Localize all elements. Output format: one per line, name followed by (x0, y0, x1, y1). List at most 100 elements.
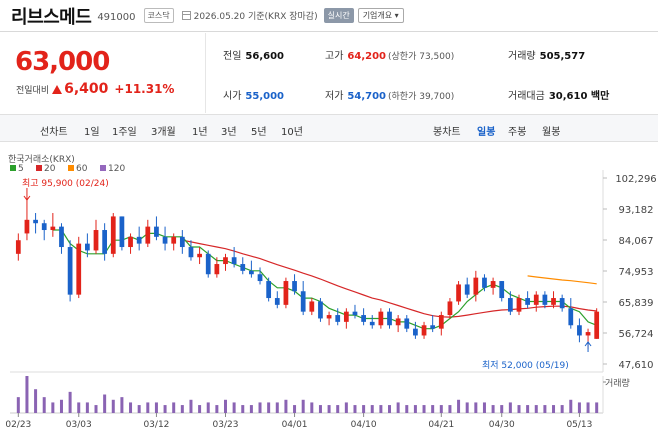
candle-body (318, 301, 323, 319)
volume-bar (189, 399, 193, 413)
candle-body (533, 294, 539, 305)
candle-body (473, 277, 479, 295)
volume-bar (129, 402, 133, 413)
candle-body (464, 284, 470, 295)
volume-label: 거래량 (605, 377, 630, 389)
volume-bar (526, 405, 530, 413)
x-tick-label: 02/23 (5, 420, 31, 430)
volume-bar (595, 402, 599, 413)
price-chart[interactable]: 한국거래소(KRX)5 20 60 120 102,296 93,182 84,067 74,… (0, 142, 658, 434)
up-triangle-icon (52, 84, 63, 94)
volume-bar (517, 405, 521, 413)
candle-body (154, 226, 159, 237)
candle-body (369, 321, 375, 326)
candle-body (274, 298, 280, 305)
tab-1d[interactable]: 1일 (84, 127, 100, 138)
high-arrow-head (23, 195, 31, 201)
candle-body (41, 223, 47, 231)
stat-volume: 거래량 505,577 (508, 51, 586, 62)
tab-monthly[interactable]: 월봉 (542, 127, 561, 138)
candle-body (559, 298, 565, 309)
legend-swatch-5 (10, 165, 16, 171)
tab-10y[interactable]: 10년 (281, 127, 303, 138)
tab-3m[interactable]: 3개월 (151, 127, 176, 138)
candle-body (387, 311, 392, 326)
volume-bar (154, 402, 158, 413)
candle-body (15, 240, 21, 254)
y-tick-label: 84,067 (619, 236, 654, 247)
stat-low: 저가 54,700 (하한가 39,700) (325, 91, 455, 102)
candle-body (179, 236, 185, 248)
volume-bar (68, 391, 72, 413)
candle-body (378, 311, 384, 326)
candle-body (283, 281, 289, 305)
y-tick-label: 93,182 (619, 205, 654, 216)
volume-bar (111, 399, 115, 413)
candle-body (93, 230, 99, 251)
volume-bar (396, 402, 400, 413)
volume-bar (275, 402, 279, 413)
volume-bar (163, 405, 167, 413)
candle-body (413, 328, 418, 336)
candle-body (102, 230, 108, 254)
volume-bar (103, 394, 107, 413)
volume-bar (422, 405, 426, 413)
company-info-button[interactable]: 기업개요 ▾ (357, 8, 404, 23)
candle-body (214, 264, 220, 275)
volume-bar (508, 402, 512, 413)
volume-bar (474, 402, 478, 413)
volume-bar (42, 397, 46, 413)
volume-bar (77, 402, 81, 413)
market-badge: 코스닥 (143, 8, 174, 23)
tab-line-chart[interactable]: 선차트 (40, 127, 68, 138)
volume-bar (327, 405, 331, 413)
price-change: 전일대비 6,400 +11.31% (16, 81, 174, 97)
y-tick-label: 102,296 (615, 174, 656, 185)
volume-bar (267, 402, 271, 413)
volume-bar (569, 399, 573, 413)
candle-body (240, 264, 246, 271)
candle-body (309, 301, 315, 312)
legend-label-5: 5 (18, 164, 24, 174)
volume-bar (457, 399, 461, 413)
x-tick-label: 04/01 (282, 420, 308, 430)
candle-body (119, 216, 125, 248)
volume-bar (120, 397, 124, 413)
candle-body (136, 236, 142, 244)
tab-1w[interactable]: 1주일 (112, 127, 137, 138)
tab-1y[interactable]: 1년 (192, 127, 208, 138)
volume-bar (413, 405, 417, 413)
current-price: 63,000 (15, 47, 110, 77)
low-annotation: 최저 52,000 (05/19) (482, 360, 569, 371)
volume-bar (405, 405, 409, 413)
candle-body (525, 298, 530, 305)
stat-open: 시가 55,000 (223, 91, 284, 102)
volume-bar (85, 402, 89, 413)
tab-daily[interactable]: 일봉 (477, 127, 496, 138)
volume-bar (431, 405, 435, 413)
volume-bar (241, 405, 245, 413)
chart-source: 한국거래소(KRX) (8, 154, 75, 165)
tab-weekly[interactable]: 주봉 (508, 127, 527, 138)
y-tick-label: 56,724 (619, 329, 654, 340)
date-text: 2026.05.20 기준(KRX 장마감) (193, 12, 318, 22)
candle-body (499, 281, 505, 299)
y-tick-label: 65,839 (619, 298, 654, 309)
tab-3y[interactable]: 3년 (221, 127, 237, 138)
low-arrow-head (584, 341, 592, 347)
candle-body (352, 311, 358, 316)
x-tick-label: 03/12 (143, 420, 169, 430)
tab-candle-chart[interactable]: 봉차트 (433, 127, 461, 138)
volume-bar (293, 405, 297, 413)
stat-high: 고가 64,200 (상한가 73,500) (325, 51, 455, 62)
candle-body (456, 284, 461, 302)
high-annotation: 최고 95,900 (02/24) (22, 178, 109, 189)
volume-bar (223, 399, 227, 413)
candle-body (438, 315, 444, 329)
stat-amount: 거래대금 30,610 백만 (508, 91, 610, 102)
legend-label-120: 120 (108, 164, 125, 174)
live-button[interactable]: 실시간 (323, 8, 354, 23)
tab-5y[interactable]: 5년 (251, 127, 267, 138)
volume-bar (336, 405, 340, 413)
candle-body (266, 281, 272, 299)
